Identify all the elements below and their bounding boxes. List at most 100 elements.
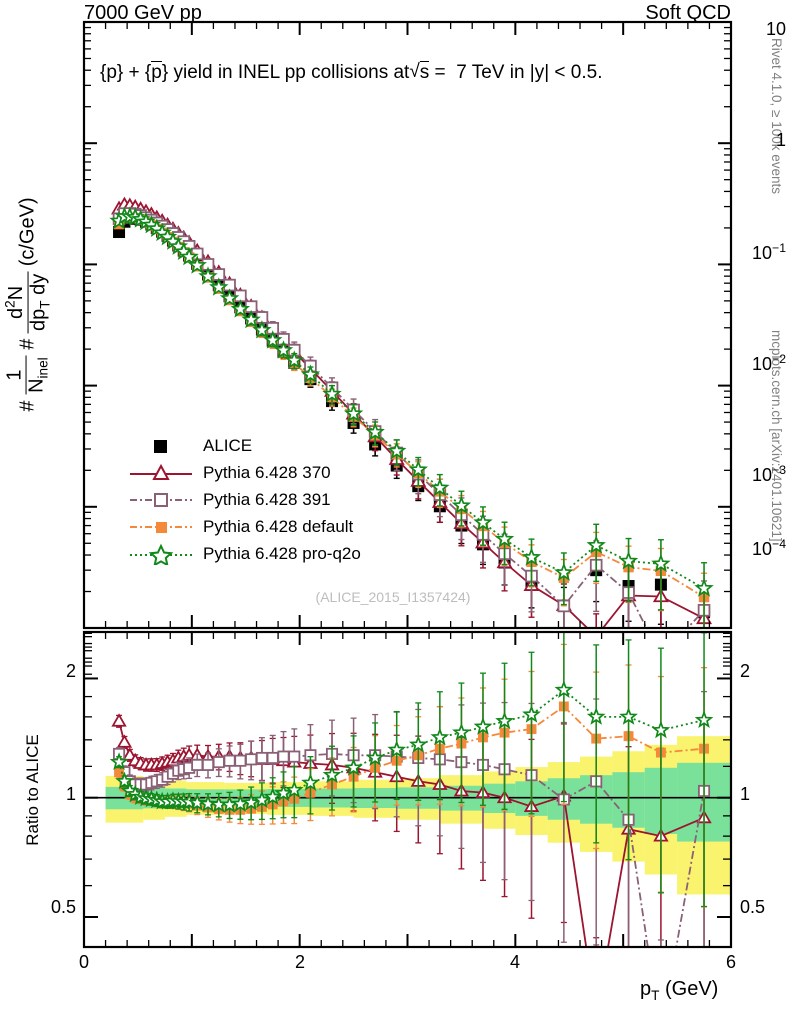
data-marker <box>219 288 240 307</box>
data-marker <box>284 780 304 799</box>
mcplots-source-note: mcplots.cern.ch [arXiv:2401.10621] <box>769 330 784 542</box>
series-line <box>118 215 705 590</box>
data-marker <box>694 710 714 729</box>
data-marker <box>521 547 542 566</box>
series-alice <box>113 212 711 628</box>
legend-label-alice: ALICE <box>203 435 253 455</box>
data-marker <box>344 757 363 776</box>
x-tick-label-0: 0 <box>78 952 89 972</box>
data-marker <box>209 277 229 296</box>
series-pythia-6-428-pro-q2o <box>109 206 714 628</box>
data-marker <box>179 246 199 266</box>
data-marker <box>322 765 342 784</box>
data-marker <box>201 758 215 771</box>
data-marker <box>116 734 133 748</box>
legend-label-proq2o: Pythia 6.428 pro-q2o <box>203 543 361 563</box>
data-marker <box>252 790 272 809</box>
legend-key-alice <box>130 435 192 457</box>
header-right-label: Soft QCD <box>645 2 731 24</box>
legend-label-default: Pythia 6.428 default <box>203 516 354 536</box>
x-tick-label-2: 2 <box>294 952 305 972</box>
data-marker <box>114 767 124 778</box>
data-marker <box>473 717 493 735</box>
data-marker <box>273 340 294 359</box>
data-marker <box>284 350 304 369</box>
data-marker <box>191 758 204 771</box>
y-tick-label-1e-2: 10−2 <box>752 352 786 374</box>
data-marker <box>651 720 671 739</box>
y-tick-label-1e-4: 10−4 <box>752 537 786 559</box>
data-marker <box>274 783 293 802</box>
data-marker <box>109 752 129 771</box>
data-marker <box>586 707 606 725</box>
data-marker <box>263 787 283 805</box>
data-marker <box>590 1009 602 1020</box>
data-marker <box>343 403 364 423</box>
y-tick-label-1e-3: 10−3 <box>752 463 786 485</box>
data-marker <box>365 748 385 766</box>
ratio-tick-label-2-left: 2 <box>65 661 76 681</box>
legend-entry-proq2o: Pythia 6.428 pro-q2o <box>130 540 361 567</box>
legend-label-p391: Pythia 6.428 391 <box>203 489 331 509</box>
series-pythia-6-428-391 <box>112 207 711 628</box>
y-tick-label-10: 10 <box>765 19 786 39</box>
legend-entry-default: Pythia 6.428 default <box>130 513 361 540</box>
data-marker <box>430 477 450 497</box>
plot-title: {p} + {p} yield in INEL pp collisions at… <box>100 61 603 83</box>
legend-label-p370: Pythia 6.428 370 <box>203 462 331 482</box>
data-marker <box>277 750 290 763</box>
legend-entry-p370: Pythia 6.428 370 <box>130 459 361 486</box>
data-marker <box>115 771 134 790</box>
ratio-tick-label-05-left: 0.5 <box>50 897 76 917</box>
main-panel-frame <box>82 20 733 630</box>
data-marker <box>586 535 606 554</box>
data-marker <box>223 754 236 767</box>
data-marker <box>301 773 320 791</box>
rivet-version-note: Rivet 4.1.0, ≥ 100k events <box>769 38 784 194</box>
data-marker <box>619 707 638 725</box>
data-marker <box>430 727 450 746</box>
data-marker <box>473 512 493 531</box>
data-marker <box>230 299 251 318</box>
data-marker <box>387 740 407 758</box>
data-marker <box>234 754 247 767</box>
axes-frames <box>82 20 733 949</box>
y-tick-label-1e-1: 10−1 <box>752 241 786 263</box>
ratio-series-pythia-6-428-pro-q2o <box>109 632 714 908</box>
data-marker <box>494 529 515 548</box>
legend-key-proq2o <box>130 543 192 567</box>
data-marker <box>694 578 714 597</box>
data-marker <box>266 751 279 764</box>
legend-key-default <box>130 516 192 538</box>
data-marker <box>212 756 225 769</box>
x-axis-label: pT (GeV) <box>640 978 719 1003</box>
main-panel-series <box>109 196 714 628</box>
ratio-tick-label-1-left: 1 <box>65 784 76 804</box>
data-marker <box>187 793 207 811</box>
data-marker <box>111 713 127 727</box>
x-tick-label-4: 4 <box>509 952 520 972</box>
data-marker <box>408 459 428 479</box>
data-marker <box>252 320 272 339</box>
x-tick-label-6: 6 <box>725 952 736 972</box>
legend: ALICE Pythia 6.428 370 Pythia 6.428 391 <box>130 432 361 567</box>
data-marker <box>198 266 218 285</box>
data-marker <box>522 704 541 723</box>
data-marker <box>288 750 301 763</box>
data-marker <box>408 735 428 753</box>
data-marker <box>365 422 385 441</box>
ratio-tick-label-05-right: 0.5 <box>740 897 766 917</box>
legend-entry-p391: Pythia 6.428 391 <box>130 486 361 513</box>
data-marker <box>452 722 471 741</box>
data-marker <box>554 562 574 581</box>
data-marker <box>618 550 639 570</box>
data-marker <box>187 255 207 274</box>
data-marker <box>495 711 514 730</box>
data-marker <box>263 330 283 349</box>
header-left-label: 7000 GeV pp <box>84 2 202 24</box>
data-marker <box>245 753 258 766</box>
ratio-tick-label-2-right: 2 <box>740 661 751 681</box>
analysis-id-watermark: (ALICE_2015_I1357424) <box>315 589 471 605</box>
